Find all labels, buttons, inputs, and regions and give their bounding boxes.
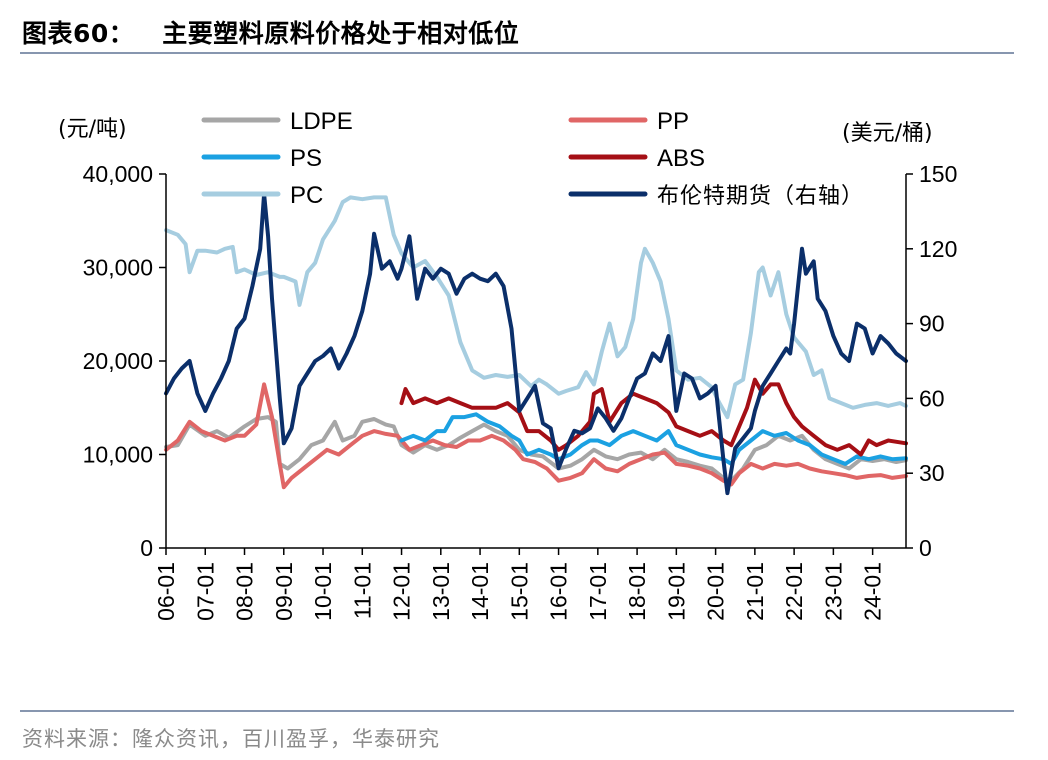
left-axis-unit: (元/吨) bbox=[58, 117, 127, 142]
figure-label: 图表60： bbox=[22, 19, 135, 48]
right-tick-label: 60 bbox=[919, 385, 945, 411]
right-tick-label: 0 bbox=[919, 535, 932, 561]
x-tick-label: 20-01 bbox=[703, 562, 729, 621]
left-tick-label: 20,000 bbox=[83, 348, 153, 374]
x-tick-label: 10-01 bbox=[310, 562, 336, 621]
left-tick-label: 10,000 bbox=[83, 442, 153, 468]
legend: LDPE PP PS ABS PC 布伦特期货（右轴） bbox=[201, 108, 864, 209]
x-tick-label: 22-01 bbox=[781, 562, 807, 621]
right-axis-unit: (美元/桶) bbox=[842, 121, 933, 146]
x-tick-label: 23-01 bbox=[820, 562, 846, 621]
legend-label-brent: 布伦特期货（右轴） bbox=[657, 184, 864, 209]
x-tick-label: 09-01 bbox=[271, 562, 297, 621]
x-tick-label: 06-01 bbox=[153, 562, 179, 621]
x-tick-label: 07-01 bbox=[192, 562, 218, 621]
right-tick-label: 30 bbox=[919, 460, 945, 486]
legend-label-ps: PS bbox=[290, 145, 322, 172]
footer-rule bbox=[20, 710, 1014, 712]
legend-label-abs: ABS bbox=[657, 145, 705, 172]
legend-label-pp: PP bbox=[657, 108, 689, 135]
axes: 0 10,000 20,000 30,000 40,000 0 30 60 90 120 150 06… bbox=[83, 161, 958, 621]
x-tick-label: 17-01 bbox=[585, 562, 611, 621]
left-tick-label: 30,000 bbox=[83, 255, 153, 281]
x-tick-label: 08-01 bbox=[232, 562, 258, 621]
plot-lines bbox=[164, 191, 908, 496]
x-tick-label: 13-01 bbox=[428, 562, 454, 621]
series-line-pc bbox=[164, 195, 908, 420]
x-tick-label: 16-01 bbox=[546, 562, 572, 621]
series-line-ps bbox=[399, 412, 908, 466]
x-tick-label: 19-01 bbox=[663, 562, 689, 621]
right-tick-label: 150 bbox=[919, 161, 957, 187]
right-tick-label: 90 bbox=[919, 311, 945, 337]
figure-title-text: 主要塑料原料价格处于相对低位 bbox=[162, 19, 520, 48]
header-rule bbox=[20, 52, 1014, 54]
right-tick-label: 120 bbox=[919, 236, 957, 262]
legend-label-ldpe: LDPE bbox=[290, 108, 353, 135]
series-line-abs bbox=[399, 377, 908, 457]
x-tick-label: 24-01 bbox=[860, 562, 886, 621]
x-tick-label: 11-01 bbox=[349, 562, 375, 619]
line-chart: 0 10,000 20,000 30,000 40,000 0 30 60 90 120 150 06… bbox=[58, 108, 958, 621]
x-tick-label: 12-01 bbox=[389, 562, 415, 621]
x-tick-label: 14-01 bbox=[467, 562, 493, 621]
series-line-brent bbox=[164, 191, 908, 496]
left-tick-label: 0 bbox=[140, 535, 153, 561]
series-line-pp bbox=[164, 382, 908, 490]
x-tick-label: 18-01 bbox=[624, 562, 650, 621]
x-tick-label: 15-01 bbox=[506, 562, 532, 621]
legend-label-pc: PC bbox=[290, 182, 323, 209]
figure-title: 图表60： 主要塑料原料价格处于相对低位 bbox=[22, 14, 519, 50]
left-tick-label: 40,000 bbox=[83, 161, 153, 187]
source-note: 资料来源：隆众资讯，百川盈孚，华泰研究 bbox=[22, 727, 440, 751]
x-tick-label: 21-01 bbox=[742, 562, 768, 621]
